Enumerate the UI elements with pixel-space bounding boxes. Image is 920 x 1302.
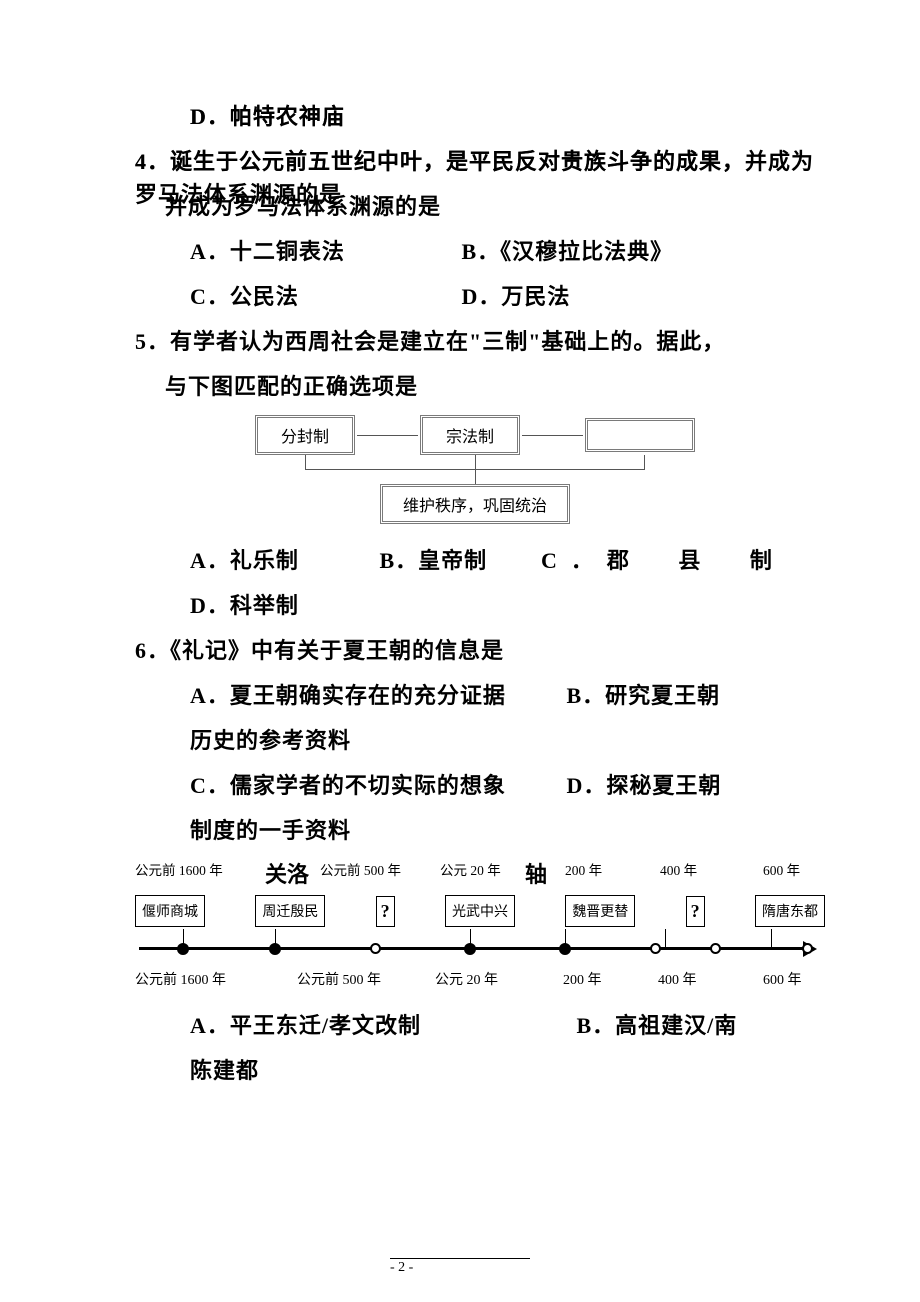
q5-stem-line2: 与下图匹配的正确选项是 xyxy=(135,370,815,403)
q3-opt-d: D．帕特农神庙 xyxy=(135,100,815,133)
q5-opt-c: C ． 郡 县 制 xyxy=(541,548,794,573)
tl-top-year-2: 公元前 500 年 xyxy=(320,859,401,879)
tl-bot-year-1: 公元前 1600 年 xyxy=(135,969,226,989)
timeline-marker-hollow xyxy=(802,943,813,954)
q7-row1: A．平王东迁/孝文改制 B．高祖建汉/南 xyxy=(135,1009,815,1042)
q5-diagram: 分封制 宗法制 维护秩序，巩固统治 xyxy=(255,415,695,524)
timeline-marker-hollow xyxy=(370,943,381,954)
timeline-box-unknown: ? xyxy=(376,896,395,927)
tl-bot-year-2: 公元前 500 年 xyxy=(297,969,381,989)
diagram-box-empty xyxy=(585,418,695,452)
diagram-connector xyxy=(522,435,583,436)
q6-opt-c: C．儒家学者的不切实际的想象 xyxy=(190,769,560,802)
q4-opt-c: C．公民法 xyxy=(190,280,455,313)
tl-top-year-3: 公元 20 年 xyxy=(440,859,501,879)
q7-opt-b-part1: B．高祖建汉/南 xyxy=(577,1013,738,1038)
timeline-box: 偃师商城 xyxy=(135,895,205,927)
timeline-marker-solid xyxy=(559,943,571,955)
diagram-box-fenfeng: 分封制 xyxy=(255,415,355,455)
tl-top-year-6: 600 年 xyxy=(763,859,800,879)
q4-opt-b: B．《汉穆拉比法典》 xyxy=(462,239,674,264)
timeline-marker-hollow xyxy=(710,943,721,954)
timeline-marker-solid xyxy=(269,943,281,955)
q5-opt-b: B．皇帝制 xyxy=(380,544,535,577)
q4-opts-row1: A．十二铜表法 B．《汉穆拉比法典》 xyxy=(135,235,815,268)
q5-stem-line1: 5．有学者认为西周社会是建立在"三制"基础上的。据此， xyxy=(135,325,815,358)
q6-opt-b-part2: 历史的参考资料 xyxy=(135,724,815,757)
q5-opt-d: D．科举制 xyxy=(135,589,815,622)
timeline-marker-solid xyxy=(464,943,476,955)
tl-top-year-1: 公元前 1600 年 xyxy=(135,859,223,879)
q6-stem: 6．《礼记》中有关于夏王朝的信息是 xyxy=(135,634,815,667)
tl-bot-year-6: 600 年 xyxy=(763,969,802,989)
diagram-box-zongfa: 宗法制 xyxy=(420,415,520,455)
q5-opt-a: A．礼乐制 xyxy=(190,544,373,577)
q5-opts-row1: A．礼乐制 B．皇帝制 C ． 郡 县 制 xyxy=(135,544,815,577)
tl-bot-year-5: 400 年 xyxy=(658,969,697,989)
q7-opt-a: A．平王东迁/孝文改制 xyxy=(190,1009,570,1042)
q4-stem-line2: 并成为罗马法体系渊源的是 xyxy=(135,190,815,223)
timeline-diagram: 公元前 1600 年 关洛 公元前 500 年 公元 20 年 轴 200 年 … xyxy=(135,859,825,991)
diagram-box-bottom: 维护秩序，巩固统治 xyxy=(380,484,570,524)
timeline-box-unknown: ? xyxy=(686,896,705,927)
timeline-marker-solid xyxy=(177,943,189,955)
q6-opt-d-part1: D．探秘夏王朝 xyxy=(567,773,722,798)
timeline-box: 光武中兴 xyxy=(445,895,515,927)
timeline-tick xyxy=(771,929,772,947)
q4-opts-row2: C．公民法 D．万民法 xyxy=(135,280,815,313)
tl-title-2: 轴 xyxy=(525,857,547,889)
timeline-marker-hollow xyxy=(650,943,661,954)
tl-bot-year-4: 200 年 xyxy=(563,969,602,989)
timeline-tick xyxy=(665,929,666,947)
q6-row2: C．儒家学者的不切实际的想象 D．探秘夏王朝 xyxy=(135,769,815,802)
tl-top-year-4: 200 年 xyxy=(565,859,602,879)
timeline-box: 周迁殷民 xyxy=(255,895,325,927)
q4-opt-d: D．万民法 xyxy=(462,284,571,309)
tl-bot-year-3: 公元 20 年 xyxy=(435,969,498,989)
q6-opt-b-part1: B．研究夏王朝 xyxy=(567,683,721,708)
diagram-connector xyxy=(357,435,418,436)
timeline-box: 魏晋更替 xyxy=(565,895,635,927)
q6-opt-d-part2: 制度的一手资料 xyxy=(135,814,815,847)
timeline-box: 隋唐东都 xyxy=(755,895,825,927)
tl-top-year-5: 400 年 xyxy=(660,859,697,879)
q6-row1: A．夏王朝确实存在的充分证据 B．研究夏王朝 xyxy=(135,679,815,712)
q4-stem-line1: 4．诞生于公元前五世纪中叶，是平民反对贵族斗争的成果， xyxy=(135,145,815,178)
q4-opt-a: A．十二铜表法 xyxy=(190,235,455,268)
q7-opt-b-part2: 陈建都 xyxy=(135,1054,815,1087)
tl-title-1: 关洛 xyxy=(265,857,309,889)
q6-opt-a: A．夏王朝确实存在的充分证据 xyxy=(190,679,560,712)
